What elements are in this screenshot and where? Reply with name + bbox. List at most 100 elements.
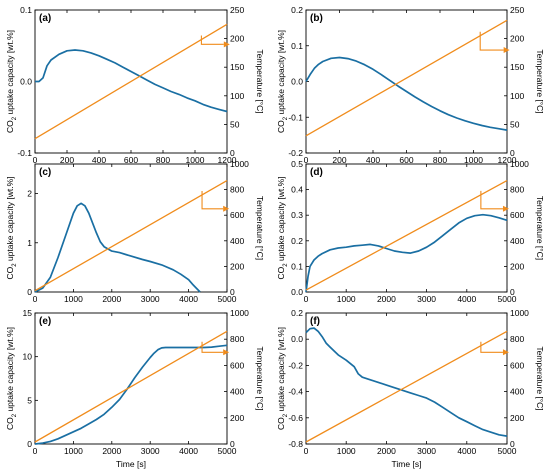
x-tick-label: 5000	[218, 446, 237, 456]
y2-tick-label: 200	[510, 261, 524, 271]
y-tick-label: 0.2	[291, 236, 303, 246]
panel-label: (a)	[39, 13, 51, 24]
y2-tick-label: 250	[230, 5, 244, 15]
axis-indicator-arrow	[479, 31, 510, 54]
y2-tick-label: 400	[510, 387, 524, 397]
panel-1: 0 200 400 600 800 1000 1200 -0.1 0.0 0.1 0 50 100 150…	[5, 5, 265, 165]
y2-tick-label: 800	[510, 185, 524, 195]
y-axis-title: CO2 uptake capacity [wt.%]	[276, 327, 289, 430]
y2-tick-label: 150	[510, 62, 524, 72]
y-tick-label: 5	[27, 395, 32, 405]
y-tick-label: -0.6	[288, 413, 303, 423]
panel-6: 0 1000 2000 3000 4000 5000-0.8-0.6-0.4-0.20.0…	[276, 308, 545, 469]
x-tick-label: 3000	[141, 294, 160, 304]
x-tick-label: 0	[33, 155, 38, 165]
x-axis-title: Time [s]	[116, 459, 146, 469]
x-tick-label: 4000	[179, 294, 198, 304]
co2-uptake-series-line	[35, 49, 228, 113]
co2-uptake-series-line	[34, 344, 228, 445]
x-tick-label: 200	[332, 155, 346, 165]
y-tick-label: 0.2	[291, 308, 303, 318]
x-tick-label: 1000	[64, 294, 83, 304]
y-tick-label: 10	[23, 352, 33, 362]
x-tick-label: 1200	[498, 155, 517, 165]
y-tick-label: -0.8	[288, 439, 303, 449]
y2-tick-label: 600	[230, 210, 244, 220]
x-tick-label: 1000	[337, 446, 356, 456]
y-tick-label: -0.1	[17, 148, 32, 158]
x-tick-label: 0	[33, 446, 38, 456]
y2-tick-label: 800	[230, 334, 244, 344]
y2-tick-label: 600	[510, 360, 524, 370]
y2-tick-label: 1000	[230, 308, 249, 318]
x-tick-label: 5000	[498, 294, 517, 304]
y-tick-label: 0.0	[291, 77, 303, 87]
y2-tick-label: 400	[230, 236, 244, 246]
y-axis-title: CO2 uptake capacity [wt.%]	[5, 176, 18, 279]
x-tick-label: 1000	[64, 446, 83, 456]
axis-indicator-arrow	[201, 341, 230, 356]
x-tick-label: 2000	[377, 446, 396, 456]
y-tick-label: 0.1	[20, 5, 32, 15]
panel-label: (d)	[310, 167, 323, 178]
plot-frame	[305, 9, 508, 154]
y2-tick-label: 100	[510, 91, 524, 101]
x-tick-label: 800	[433, 155, 447, 165]
x-tick-label: 2000	[377, 294, 396, 304]
x-tick-label: 5000	[498, 446, 517, 456]
y2-axis-title: Temperature [°C]	[255, 346, 265, 410]
y2-tick-label: 1000	[230, 159, 249, 169]
x-tick-label: 0	[33, 294, 38, 304]
x-tick-label: 3000	[141, 446, 160, 456]
y2-tick-label: 800	[510, 334, 524, 344]
panel-4: 0 1000 2000 3000 4000 5000 0.0 0.1 0.2 0.3 0.4 0.5 0…	[276, 159, 545, 304]
y2-tick-label: 400	[230, 387, 244, 397]
panel-2: 0 200 400 600 800 1000 1200 -0.2 -0.1 0.0 0.1 0.2 0 5…	[276, 5, 545, 165]
x-tick-label: 0	[304, 294, 309, 304]
x-tick-label: 1000	[464, 155, 483, 165]
x-tick-label: 3000	[417, 294, 436, 304]
y2-tick-label: 200	[230, 261, 244, 271]
x-tick-label: 5000	[218, 294, 237, 304]
y-tick-label: -0.2	[288, 148, 303, 158]
y2-tick-label: 250	[510, 5, 524, 15]
y-tick-label: 0.3	[291, 210, 303, 220]
x-tick-label: 600	[124, 155, 138, 165]
y2-axis-title: Temperature [°C]	[535, 49, 545, 113]
y2-tick-label: 0	[510, 287, 515, 297]
x-tick-label: 2000	[102, 446, 121, 456]
co2-uptake-series-line	[305, 327, 508, 437]
y2-tick-label: 0	[230, 148, 235, 158]
y2-tick-label: 50	[230, 119, 240, 129]
temperature-series-line	[305, 330, 508, 443]
y2-tick-label: 1000	[510, 308, 529, 318]
y-axis-title: CO2 uptake capacity [wt.%]	[5, 327, 18, 430]
y2-tick-label: 200	[230, 34, 244, 44]
y2-tick-label: 150	[230, 62, 244, 72]
co2-uptake-series-line	[305, 56, 508, 131]
panel-label: (e)	[39, 316, 51, 327]
temperature-series-line	[305, 19, 508, 137]
y-tick-label: 0.4	[291, 185, 303, 195]
x-tick-label: 200	[60, 155, 74, 165]
y2-tick-label: 0	[510, 148, 515, 158]
y-tick-label: 0.0	[291, 287, 303, 297]
y-tick-label: 0.1	[291, 261, 303, 271]
panel-label: (c)	[39, 167, 51, 178]
panel-label: (b)	[310, 13, 323, 24]
y2-tick-label: 600	[510, 210, 524, 220]
x-tick-label: 800	[156, 155, 170, 165]
y-tick-label: 0.0	[291, 334, 303, 344]
x-tick-label: 0	[304, 446, 309, 456]
panel-label: (f)	[310, 316, 320, 327]
x-tick-label: 0	[304, 155, 309, 165]
y2-tick-label: 200	[510, 34, 524, 44]
y-tick-label: 0.0	[20, 77, 32, 87]
y2-tick-label: 50	[510, 119, 520, 129]
y2-tick-label: 0	[230, 439, 235, 449]
plot-frame	[305, 312, 508, 445]
x-tick-label: 400	[366, 155, 380, 165]
y-tick-label: 0.1	[291, 41, 303, 51]
y2-tick-label: 0	[510, 439, 515, 449]
